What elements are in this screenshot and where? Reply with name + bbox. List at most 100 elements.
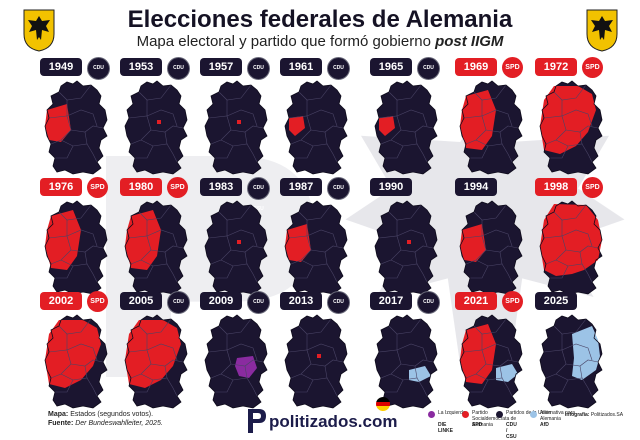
cdu-csu-logo-icon: CDU CSU <box>417 57 440 92</box>
state-border <box>388 318 422 335</box>
spd-region <box>45 104 71 142</box>
state-border <box>481 229 513 247</box>
state-border <box>550 259 569 279</box>
spd-logo-icon: SPD <box>502 57 523 78</box>
state-border <box>414 365 418 379</box>
cdu-csu-logo-icon: CDU CSU <box>327 57 350 92</box>
map-base-region <box>205 201 267 294</box>
state-border <box>72 263 98 283</box>
state-border <box>561 229 593 247</box>
state-border <box>232 377 258 397</box>
state-border <box>385 373 404 393</box>
cdu-csu-logo-icon: CDU CSU <box>167 291 190 326</box>
germany-map-1957 <box>204 80 268 175</box>
germany-map-2005 <box>124 314 188 409</box>
map-base-region <box>375 81 437 174</box>
state-border <box>226 343 258 361</box>
election-card-1994: 1994 <box>450 178 540 298</box>
state-border <box>295 259 314 279</box>
state-border <box>567 263 593 283</box>
state-border <box>215 373 234 393</box>
state-border <box>310 125 344 133</box>
state-border <box>215 139 234 159</box>
election-card-1961: 1961 CDU CSU <box>275 57 365 178</box>
state-border <box>70 245 104 253</box>
spd-region <box>540 204 602 276</box>
state-border <box>579 365 583 379</box>
country-outline <box>539 200 603 295</box>
linke-dot-icon <box>428 411 435 418</box>
state-border <box>487 143 513 163</box>
germany-map-2013 <box>284 314 348 409</box>
state-border <box>66 229 98 247</box>
election-year-label: 1972 <box>535 58 577 76</box>
state-border <box>58 204 92 221</box>
state-border <box>218 204 252 221</box>
state-border <box>402 263 428 283</box>
state-border <box>402 377 428 397</box>
state-border <box>470 259 489 279</box>
election-card-1957: 1957 CDU CSU <box>195 57 285 178</box>
election-card-2009: 2009 CDU CSU <box>195 291 285 412</box>
country-outline <box>284 314 348 409</box>
state-border <box>481 343 513 361</box>
footer-notes: Mapa: Estados (segundos votos). Fuente: … <box>48 411 163 427</box>
state-border <box>84 251 88 265</box>
spd-region <box>379 116 395 136</box>
election-year-label: 1969 <box>455 58 497 76</box>
map-base-region <box>460 201 522 294</box>
country-outline <box>44 80 108 175</box>
country-outline <box>374 314 438 409</box>
state-border <box>218 84 252 101</box>
state-border <box>70 359 104 367</box>
afd-region <box>572 326 600 380</box>
state-border <box>550 139 569 159</box>
cdu-csu-logo-icon: CDU CSU <box>167 57 190 92</box>
state-border <box>230 125 264 133</box>
spd-region <box>125 320 181 388</box>
state-border <box>396 229 428 247</box>
state-border <box>138 84 172 101</box>
state-border <box>306 109 338 127</box>
spd-region <box>237 120 241 124</box>
germany-map-1953 <box>124 80 188 175</box>
spd-region <box>289 116 305 136</box>
germany-map-1961 <box>284 80 348 175</box>
state-border <box>232 143 258 163</box>
state-border <box>485 245 519 253</box>
state-border <box>164 365 168 379</box>
election-year-label: 1976 <box>40 178 82 196</box>
spd-region <box>237 240 241 244</box>
election-year-label: 1965 <box>370 58 412 76</box>
cdu-csu-logo-icon: CDU CSU <box>327 291 350 326</box>
state-border <box>473 204 507 221</box>
state-border <box>561 109 593 127</box>
map-base-region <box>45 81 107 174</box>
state-border <box>553 204 587 221</box>
cdu-csu-logo-icon: CDU CSU <box>87 57 110 92</box>
spd-region <box>460 90 496 150</box>
state-border <box>244 251 248 265</box>
election-year-label: 1980 <box>120 178 162 196</box>
election-card-2025: 2025 <box>530 292 620 412</box>
state-border <box>230 245 264 253</box>
election-year-label: 1994 <box>455 178 497 196</box>
state-border <box>567 377 593 397</box>
cdu-csu-logo-icon: CDU CSU <box>247 57 270 92</box>
spd-region <box>125 210 161 270</box>
state-border <box>164 131 168 145</box>
spd-region <box>460 224 486 262</box>
spd-logo-icon: SPD <box>582 177 603 198</box>
map-base-region <box>205 81 267 174</box>
election-year-label: 2021 <box>455 292 497 310</box>
state-border <box>150 125 184 133</box>
spd-dot-icon <box>462 411 469 418</box>
map-base-region <box>375 315 437 408</box>
state-border <box>499 131 503 145</box>
state-border <box>414 131 418 145</box>
map-base-region <box>125 81 187 174</box>
election-card-1990: 1990 <box>365 178 455 298</box>
state-border <box>244 365 248 379</box>
election-year-label: 2017 <box>370 292 412 310</box>
page-title: Elecciones federales de Alemania <box>127 6 513 33</box>
